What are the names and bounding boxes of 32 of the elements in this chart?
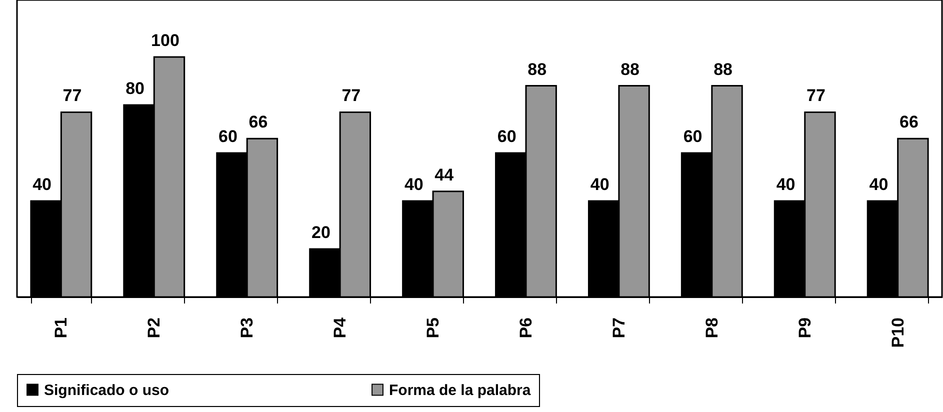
- data-label: 80: [126, 79, 144, 98]
- data-label: 66: [899, 112, 918, 132]
- data-label: 77: [62, 86, 82, 106]
- x-tick-label: P2: [144, 318, 164, 338]
- data-label: 88: [714, 60, 732, 79]
- data-label: 77: [342, 86, 361, 106]
- x-tick-label: P3: [238, 318, 257, 338]
- data-label: 20: [311, 223, 330, 242]
- data-label: 40: [32, 175, 52, 194]
- legend-label: Forma de la palabra: [389, 382, 532, 399]
- data-label: 60: [218, 127, 238, 146]
- data-label: 60: [683, 127, 702, 146]
- x-tick-label: P10: [888, 318, 908, 348]
- data-label: 100: [151, 31, 180, 50]
- x-tick-label: P5: [424, 318, 443, 338]
- data-label: 66: [248, 112, 268, 132]
- data-label: 44: [434, 165, 454, 184]
- legend-label: Significado o uso: [44, 382, 170, 399]
- data-label: 60: [497, 127, 516, 146]
- x-tick-label: P8: [702, 318, 722, 338]
- data-label: 40: [776, 175, 796, 194]
- x-tick-label: P6: [516, 318, 536, 338]
- data-label: 40: [590, 175, 610, 194]
- x-tick-label: P4: [330, 316, 350, 338]
- x-tick-label: P7: [609, 318, 628, 338]
- data-label: 40: [869, 175, 888, 194]
- data-label: 88: [620, 60, 640, 79]
- data-label: 77: [806, 86, 826, 106]
- data-label: 88: [528, 60, 547, 79]
- x-tick-label: P1: [52, 318, 71, 338]
- data-label: 40: [404, 175, 424, 194]
- x-tick-label: P9: [795, 318, 814, 338]
